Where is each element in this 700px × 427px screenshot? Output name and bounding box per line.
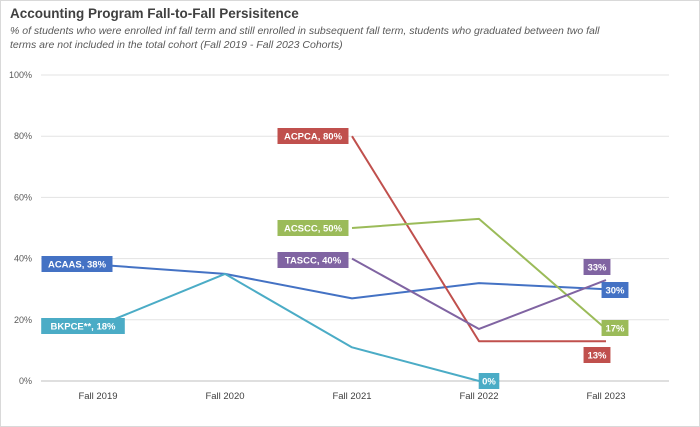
- series-line-tascc: [351, 257, 607, 330]
- x-tick-label: Fall 2019: [78, 391, 117, 402]
- series-lines: [97, 135, 607, 382]
- data-labels: ACAAS, 38% 30% BKPCE**, 18% 0% ACPCA, 80% 13%…: [41, 128, 629, 389]
- data-label-text: 0%: [482, 377, 496, 388]
- data-label-text: 30%: [605, 286, 625, 297]
- y-tick-label: 100%: [9, 70, 32, 80]
- x-axis: Fall 2019 Fall 2020 Fall 2021 Fall 2022 Fall…: [78, 391, 625, 402]
- data-label-box: [41, 318, 125, 334]
- chart-title: Accounting Program Fall-to-Fall Persisit…: [10, 6, 299, 21]
- y-tick-label: 0%: [19, 376, 32, 386]
- data-label-text: 13%: [587, 351, 607, 362]
- data-label: 33%: [583, 259, 611, 275]
- data-label-text: ACSCC, 50%: [284, 224, 343, 235]
- data-label: ACPCA, 80%: [277, 128, 349, 144]
- series-line-acpca: [351, 135, 606, 343]
- x-tick-label: Fall 2022: [459, 391, 498, 402]
- data-label-box: [277, 220, 349, 236]
- data-label-text: BKPCE**, 18%: [51, 322, 116, 333]
- data-label-text: TASCC, 40%: [285, 256, 342, 267]
- y-tick-label: 40%: [14, 254, 32, 264]
- data-label-box: [583, 347, 611, 363]
- data-label-box: [478, 373, 500, 389]
- data-label: ACAAS, 38%: [41, 256, 113, 272]
- chart-subtitle: % of students who were enrolled inf fall…: [10, 25, 600, 51]
- data-label: 30%: [601, 282, 629, 298]
- data-label-box: [583, 259, 611, 275]
- data-label: BKPCE**, 18%: [41, 318, 125, 334]
- x-tick-label: Fall 2021: [332, 391, 371, 402]
- x-tick-label: Fall 2023: [586, 391, 625, 402]
- series-line-acscc: [351, 217, 607, 330]
- data-label: 13%: [583, 347, 611, 363]
- data-label: ACSCC, 50%: [277, 220, 349, 236]
- data-label-box: [277, 128, 349, 144]
- data-label-text: 17%: [605, 324, 625, 335]
- series-line-acaas: [97, 263, 607, 300]
- data-label: 0%: [478, 373, 500, 389]
- data-label-box: [41, 256, 113, 272]
- data-label: TASCC, 40%: [277, 252, 349, 268]
- y-axis: 0% 20% 40% 60% 80% 100%: [9, 70, 32, 386]
- data-label: 17%: [601, 320, 629, 336]
- gridlines: [41, 74, 669, 382]
- data-label-text: ACPCA, 80%: [284, 132, 343, 143]
- data-label-text: ACAAS, 38%: [48, 260, 107, 271]
- series-line-bkpce: [97, 272, 480, 382]
- x-tick-label: Fall 2020: [205, 391, 244, 402]
- y-tick-label: 80%: [14, 131, 32, 141]
- data-label-text: 33%: [587, 263, 607, 274]
- data-label-box: [601, 282, 629, 298]
- data-label-box: [601, 320, 629, 336]
- y-tick-label: 60%: [14, 192, 32, 202]
- y-tick-label: 20%: [14, 315, 32, 325]
- data-label-box: [277, 252, 349, 268]
